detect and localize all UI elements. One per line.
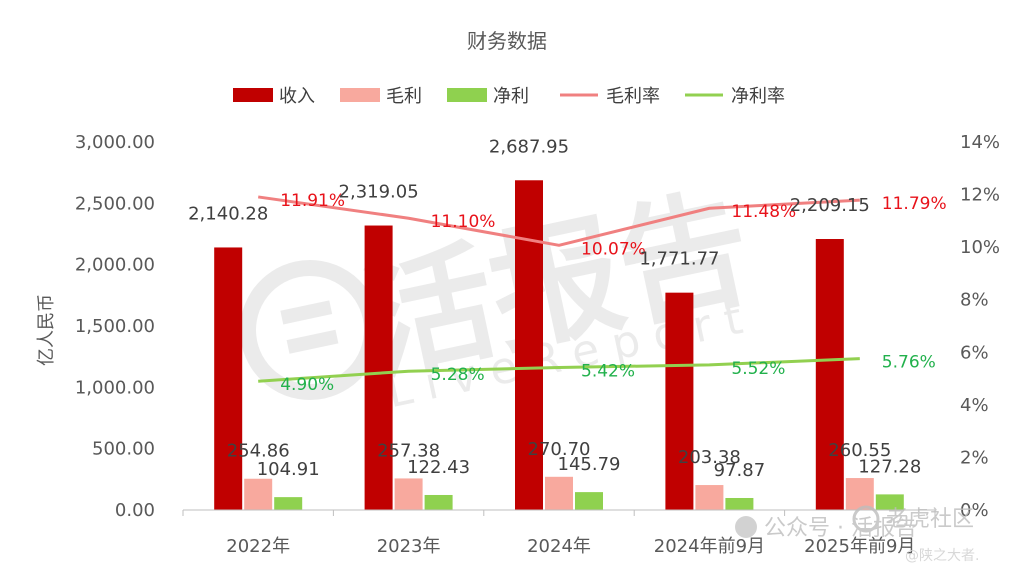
y-tick-label: 0.00: [115, 500, 155, 521]
gross-profit-label: 254.86: [227, 441, 290, 462]
bar-3-1: [274, 497, 303, 510]
gross-margin-label: 11.91%: [280, 191, 345, 211]
net-margin-label: 5.42%: [581, 362, 635, 382]
line-gross-margin: [257, 195, 860, 247]
x-tick-label: 2023年: [377, 536, 441, 557]
legend-label-3: 净利: [493, 86, 529, 107]
bar-2-5: [845, 478, 874, 510]
x-tick-label: 2024年前9月: [654, 536, 765, 557]
gross-margin-label: 11.79%: [882, 194, 947, 214]
data-labels-layer: 2,140.28 2,319.05 2,687.95 1,771.77 2,209.15…: [188, 136, 921, 481]
y-tick-label: 500.00: [92, 439, 155, 460]
y-tick-label: 1,000.00: [75, 377, 155, 398]
y2-tick-label: 14%: [960, 132, 1000, 153]
bar-1-4: [665, 292, 694, 510]
x-tick-label: 2025年前9月: [804, 536, 915, 557]
y2-tick-label: 6%: [960, 342, 989, 363]
tiger-logo-icon: [852, 505, 880, 533]
bar-3-2: [424, 494, 453, 510]
bar-2-2: [394, 478, 423, 510]
net-margin-label: 4.90%: [280, 375, 334, 395]
x-tick-label: 2022年: [226, 536, 290, 557]
gross-profit-label: 270.70: [528, 439, 591, 460]
bar-2-4: [695, 485, 724, 510]
net-profit-label: 127.28: [858, 456, 921, 477]
bar-1-1: [214, 247, 243, 510]
legend-swatch-1: [233, 88, 273, 102]
bar-1-5: [815, 239, 844, 511]
bar-2-1: [244, 478, 273, 510]
bar-3-3: [575, 492, 603, 510]
gross-profit-label: 257.38: [377, 440, 440, 461]
y2-tick-label: 12%: [960, 185, 1000, 206]
legend-swatch-2: [340, 88, 380, 102]
net-margin-label: 5.76%: [882, 353, 936, 373]
y2-tick-label: 0%: [960, 500, 989, 521]
revenue-label: 2,209.15: [790, 195, 870, 216]
chart-title: 财务数据: [467, 29, 547, 53]
y-tick-label: 2,500.00: [75, 193, 155, 214]
corner-watermark: 老虎社区: [886, 507, 974, 532]
net-profit-label: 122.43: [407, 457, 470, 478]
y2-tick-label: 8%: [960, 290, 989, 311]
corner-watermark-user: @陕之大者.: [905, 548, 979, 564]
revenue-label: 2,140.28: [188, 203, 268, 224]
wechat-watermark-text: 公众号 · 活报告: [764, 516, 917, 541]
bar-1-3: [515, 180, 543, 510]
y-tick-label: 3,000.00: [75, 132, 155, 153]
net-profit-label: 145.79: [558, 454, 621, 475]
x-axis: 2022年 2023年 2024年 2024年前9月 2025年前9月: [182, 509, 936, 557]
bar-3-4: [725, 497, 754, 510]
net-profit-label: 97.87: [714, 460, 766, 481]
bar-3-5: [875, 494, 904, 510]
y-axis-label: 亿人民币: [36, 294, 57, 366]
revenue-label: 2,319.05: [339, 182, 419, 203]
revenue-label: 1,771.77: [639, 249, 719, 270]
net-profit-label: 104.91: [257, 459, 320, 480]
y2-tick-label: 4%: [960, 395, 989, 416]
y2-axis-ticks: 0% 2% 4% 6% 8% 10% 12% 14%: [960, 132, 1000, 521]
legend-label-4: 毛利率: [606, 86, 660, 107]
gross-profit-label: 203.38: [678, 447, 741, 468]
revenue-label: 2,687.95: [489, 136, 569, 157]
legend-swatch-3: [447, 88, 487, 102]
bar-1-2: [364, 225, 393, 511]
gross-margin-label: 10.07%: [581, 239, 646, 259]
x-tick-label: 2024年: [527, 536, 591, 557]
wechat-watermark: 公众号 · 活报告 老虎社区 @陕之大者.: [735, 505, 979, 564]
legend-label-1: 收入: [279, 86, 315, 107]
net-margin-label: 5.28%: [431, 365, 485, 385]
bar-2-3: [545, 476, 573, 510]
lines-layer: 11.91% 11.10% 10.07% 11.48% 11.79% 4.90% 5.28%…: [257, 191, 947, 395]
bars-layer: [214, 180, 904, 511]
y-tick-label: 2,000.00: [75, 255, 155, 276]
y2-tick-label: 10%: [960, 237, 1000, 258]
gross-profit-label: 260.55: [828, 440, 891, 461]
gross-margin-label: 11.10%: [431, 212, 496, 232]
wechat-icon: [735, 516, 757, 538]
line-net-margin: [258, 357, 860, 383]
y2-tick-label: 2%: [960, 447, 989, 468]
legend: 收入 毛利 净利 毛利率 净利率: [233, 86, 785, 107]
legend-label-2: 毛利: [386, 86, 422, 107]
legend-label-5: 净利率: [731, 86, 785, 107]
y-tick-label: 1,500.00: [75, 316, 155, 337]
net-margin-label: 5.52%: [731, 359, 785, 379]
gross-margin-label: 11.48%: [731, 202, 796, 222]
y-axis-ticks: 0.00 500.00 1,000.00 1,500.00 2,000.00 2,500.…: [75, 132, 155, 521]
